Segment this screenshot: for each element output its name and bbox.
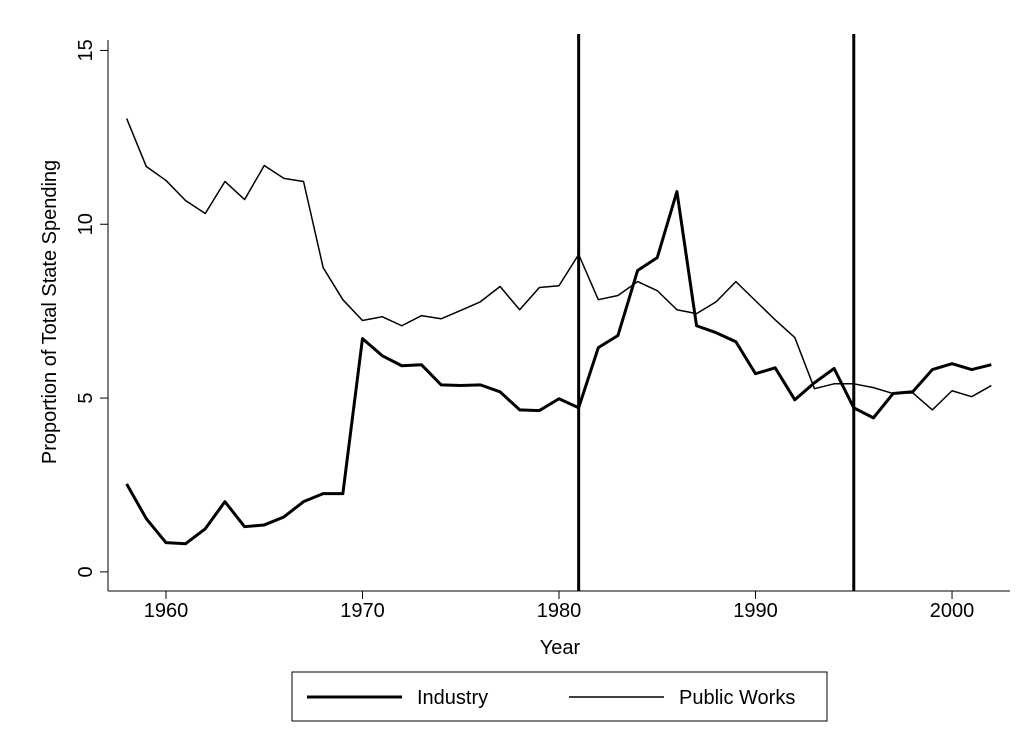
x-tick-label: 1970 <box>340 600 385 622</box>
x-tick-label: 2000 <box>930 600 975 622</box>
legend-box <box>291 671 828 722</box>
x-axis-label: Year <box>540 637 581 659</box>
series-line <box>125 190 992 546</box>
y-tick-label: 10 <box>75 213 97 235</box>
y-axis-label: Proportion of Total State Spending <box>39 160 61 464</box>
x-tick-label: 1980 <box>537 600 582 622</box>
x-tick-label: 1960 <box>144 600 189 622</box>
legend-label: Industry <box>417 687 488 709</box>
legend-label: Public Works <box>679 687 795 709</box>
y-tick-label: 0 <box>75 566 97 577</box>
series-line <box>125 118 992 411</box>
y-tick-label: 15 <box>75 39 97 61</box>
x-tick-label: 1990 <box>733 600 778 622</box>
y-tick-label: 5 <box>75 393 97 404</box>
